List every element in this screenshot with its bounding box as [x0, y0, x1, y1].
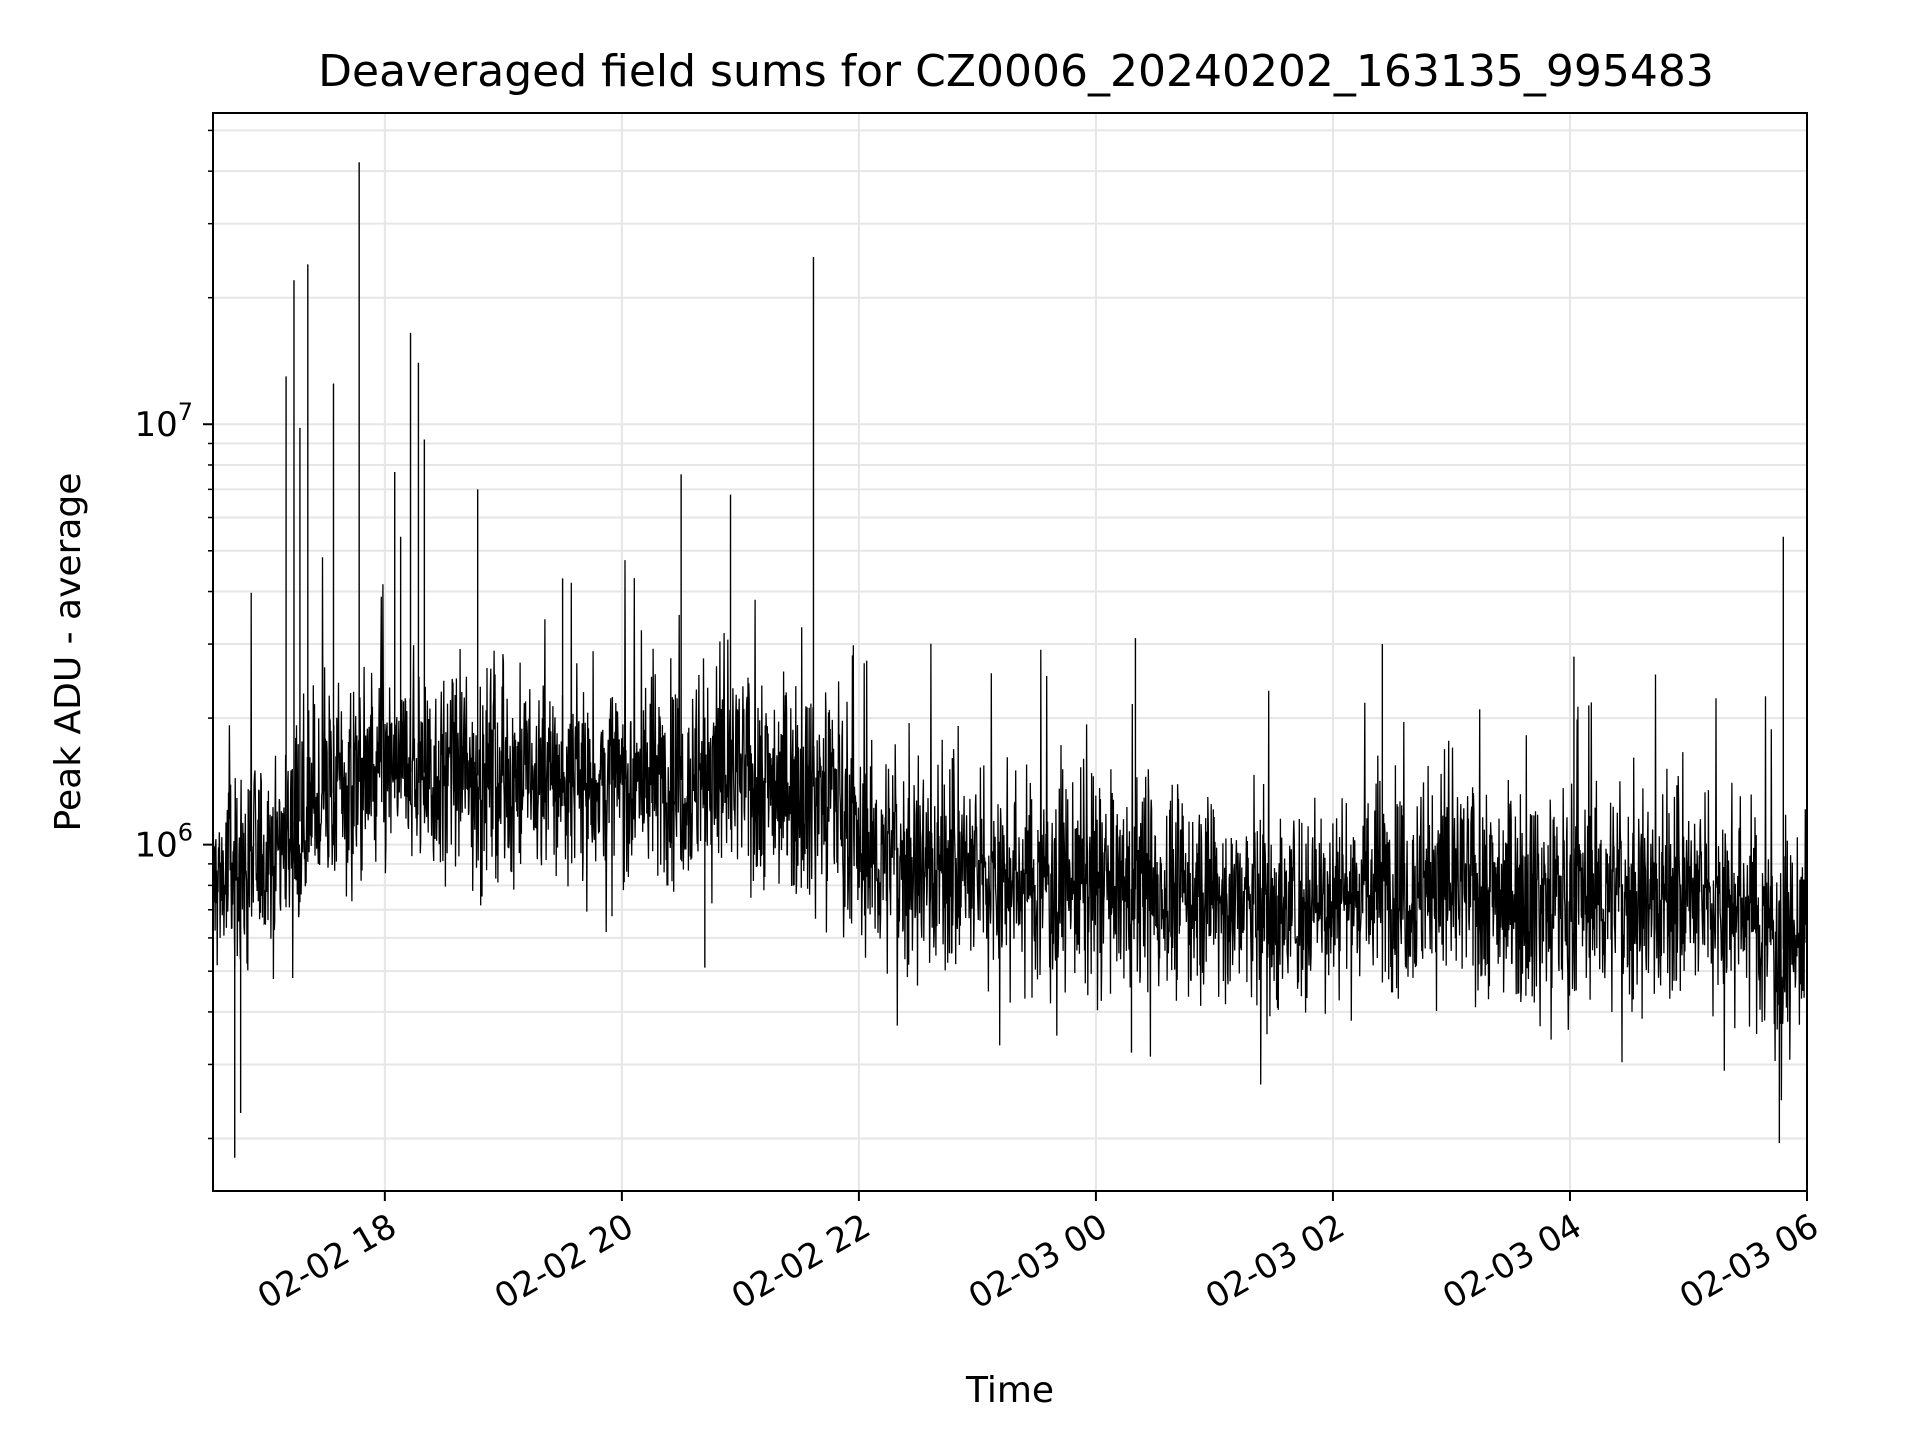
- y-axis-label: Peak ADU - average: [48, 473, 89, 832]
- y-tick-label: 107: [134, 398, 193, 445]
- y-tick-label: 106: [134, 819, 193, 866]
- spikes: [234, 162, 1784, 1158]
- series-line: [213, 557, 1807, 1101]
- y-axis: 106 107: [134, 129, 213, 1140]
- x-axis-label: Time: [965, 1370, 1054, 1411]
- grid: [213, 113, 1808, 1191]
- chart-title: Deaveraged field sums for CZ0006_2024020…: [318, 46, 1714, 97]
- plot-frame: [212, 112, 1808, 1192]
